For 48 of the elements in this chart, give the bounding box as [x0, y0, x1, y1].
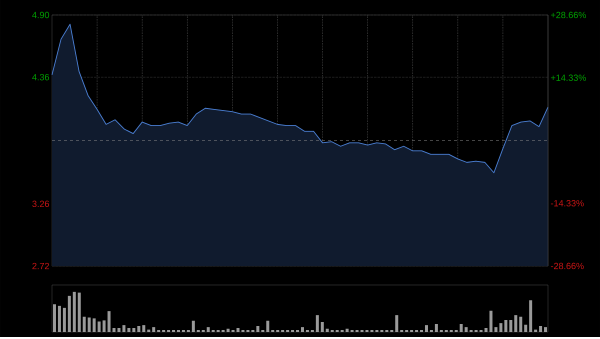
bar [300, 327, 304, 332]
bar [539, 326, 542, 332]
bar [127, 328, 130, 332]
y-tick-label: 4.90 [32, 12, 50, 18]
bar [112, 328, 116, 332]
bar [509, 320, 512, 332]
bar [256, 326, 260, 332]
bar [529, 300, 532, 332]
bar [524, 324, 528, 332]
bar [320, 322, 324, 332]
y2-tick-label: +14.33% [550, 74, 586, 81]
bar [489, 310, 492, 332]
bar [434, 324, 438, 332]
bar [504, 320, 508, 332]
bar [424, 325, 428, 332]
bar [152, 327, 156, 332]
bar [88, 318, 91, 332]
y-tick-label: 3.26 [32, 200, 50, 208]
bar [72, 292, 76, 332]
bar [192, 320, 195, 332]
bar [226, 328, 230, 332]
bar [108, 311, 111, 332]
bar [52, 304, 56, 332]
bar [494, 327, 498, 332]
bar [544, 327, 548, 332]
bar [534, 330, 538, 332]
bar [499, 323, 502, 332]
bar [92, 318, 96, 332]
y2-tick-label: -14.33% [550, 200, 584, 206]
bar [98, 322, 101, 332]
bar [484, 328, 488, 332]
bar [122, 325, 126, 332]
bar [464, 327, 468, 332]
bar [68, 296, 71, 332]
y2-tick-label: +28.66% [550, 12, 586, 18]
y2-tick-label: -28.66% [550, 262, 584, 270]
bar [316, 315, 319, 332]
bar [460, 324, 463, 332]
bar [58, 306, 61, 332]
bar [236, 328, 240, 332]
bar [102, 320, 106, 332]
bar [62, 308, 66, 332]
bar [346, 328, 349, 332]
y-tick-label: 2.72 [32, 262, 50, 270]
y-tick-label: 4.36 [32, 74, 50, 80]
bar [117, 328, 120, 332]
bar [137, 326, 140, 332]
bar [132, 328, 136, 332]
